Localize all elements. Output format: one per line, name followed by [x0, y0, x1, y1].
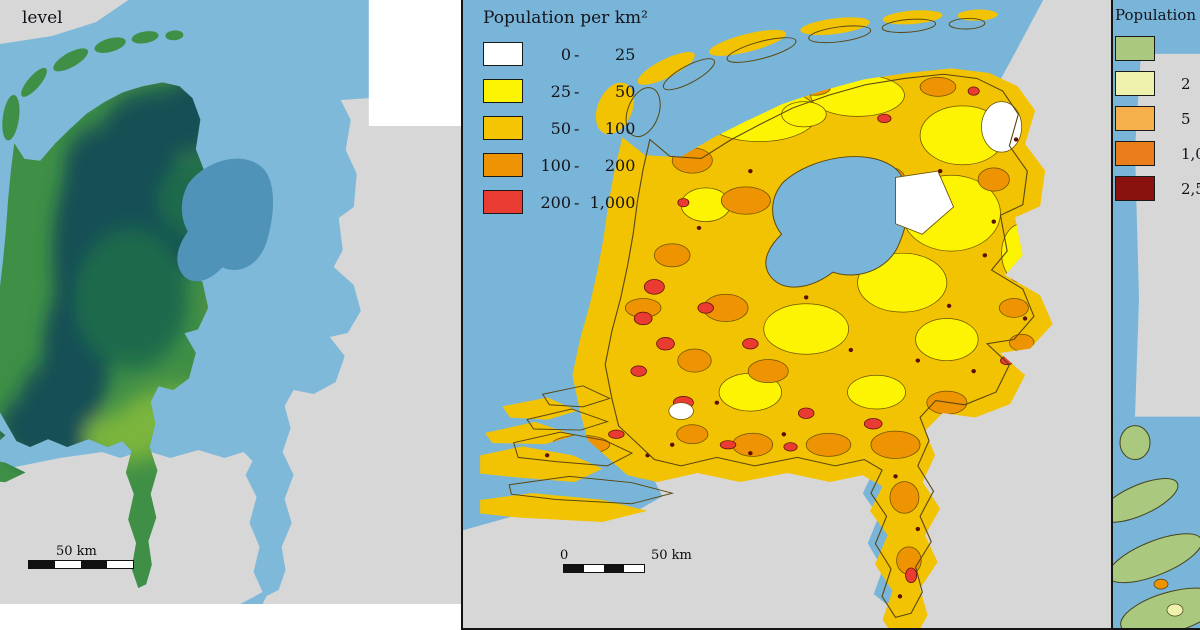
legend-range-dash: -: [574, 44, 580, 64]
legend-swatch: [483, 190, 523, 214]
legend-range-dash: -: [574, 192, 580, 212]
legend-swatch: [483, 79, 523, 103]
legend-swatch: [483, 42, 523, 66]
legend-range-to: 50: [615, 81, 636, 101]
legend-row: 100 - 200: [483, 153, 713, 177]
legend-range-to: 25: [615, 44, 636, 64]
legend-swatch: [483, 153, 523, 177]
legend-row: 2,5: [1115, 176, 1200, 201]
scale-bar: 0 50 km: [560, 548, 692, 573]
panel-population-map-cropped: Population per km² 2 5 1,0 2,5: [1113, 0, 1200, 630]
legend-range-from: 200: [540, 192, 571, 212]
elevation-legend-label-fragment: level: [22, 8, 63, 28]
legend-swatch: [1115, 71, 1155, 96]
scale-bar: 50 km: [28, 544, 134, 569]
legend-row: 200 - 1,000: [483, 190, 713, 214]
legend-range-from: 25: [550, 81, 571, 101]
population-map-partial: [1113, 0, 1200, 628]
legend-range-dash: -: [574, 118, 580, 138]
legend-swatch: [1115, 36, 1155, 61]
legend-value-fragment: 2,5: [1181, 179, 1200, 198]
panel-population-density-map: Population per km² 0 - 25 25 - 50 50 - 1…: [461, 0, 1113, 630]
population-density-map: [463, 0, 1111, 628]
scale-bar-rule: [28, 560, 134, 569]
legend-range-from: 50: [550, 118, 571, 138]
population-density-legend: Population per km² 0 - 25 25 - 50 50 - 1…: [483, 8, 713, 227]
legend-row: [1115, 36, 1200, 61]
scale-bar-zero: 0: [560, 548, 569, 563]
legend-range-from: 0: [560, 44, 571, 64]
legend-row: 0 - 25: [483, 42, 713, 66]
legend-row: 1,0: [1115, 141, 1200, 166]
legend-swatch: [1115, 141, 1155, 166]
legend-value-fragment: 1,0: [1181, 144, 1200, 163]
legend-swatch: [1115, 106, 1155, 131]
legend-row: 50 - 100: [483, 116, 713, 140]
legend-range-to: 200: [604, 155, 636, 175]
legend-title: Population per km²: [483, 8, 648, 28]
scale-bar-rule: [563, 564, 645, 573]
legend-row: 25 - 50: [483, 79, 713, 103]
legend-row: 2: [1115, 71, 1200, 96]
legend-range-dash: -: [574, 81, 580, 101]
legend-title: Population per km²: [1115, 6, 1200, 24]
legend-range-dash: -: [574, 155, 580, 175]
scale-bar-label: 50 km: [651, 548, 692, 563]
legend-value-fragment: 2: [1181, 74, 1191, 93]
legend-range-to: 1,000: [589, 192, 636, 212]
legend-swatch: [1115, 176, 1155, 201]
panel-elevation-map: level 50 km: [0, 0, 461, 630]
legend-row: 5: [1115, 106, 1200, 131]
legend-range-from: 100: [540, 155, 571, 175]
elevation-map: [0, 0, 461, 630]
legend-value-fragment: 5: [1181, 109, 1191, 128]
scale-bar-label: 50 km: [56, 544, 97, 559]
population-legend-cropped: Population per km² 2 5 1,0 2,5: [1115, 6, 1200, 211]
legend-range-to: 100: [604, 118, 636, 138]
legend-swatch: [483, 116, 523, 140]
